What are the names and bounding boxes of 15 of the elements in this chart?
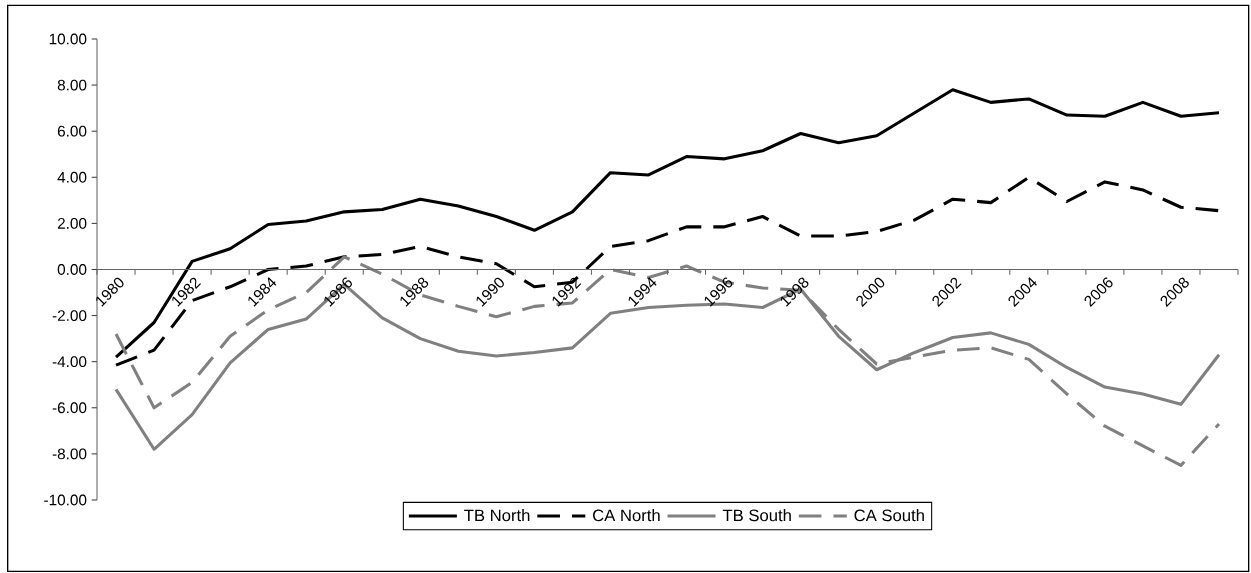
y-tick-label: 2.00 <box>57 217 87 229</box>
y-tick-label: -8.00 <box>52 448 87 460</box>
y-tick-label: 6.00 <box>57 125 87 137</box>
y-tick-label: 4.00 <box>57 171 87 183</box>
legend-label: TB South <box>722 509 791 522</box>
y-tick-label: -4.00 <box>52 356 87 368</box>
legend-label: CA South <box>854 509 924 522</box>
legend-label: TB North <box>464 509 530 522</box>
y-tick-label: -2.00 <box>52 310 87 322</box>
legend-label: CA North <box>593 509 660 522</box>
y-tick-label: 8.00 <box>57 79 87 91</box>
y-tick-label: -10.00 <box>44 494 87 506</box>
y-tick-label: 10.00 <box>49 33 87 45</box>
y-tick-label: -6.00 <box>52 402 87 414</box>
y-tick-label: 0.00 <box>57 264 87 275</box>
